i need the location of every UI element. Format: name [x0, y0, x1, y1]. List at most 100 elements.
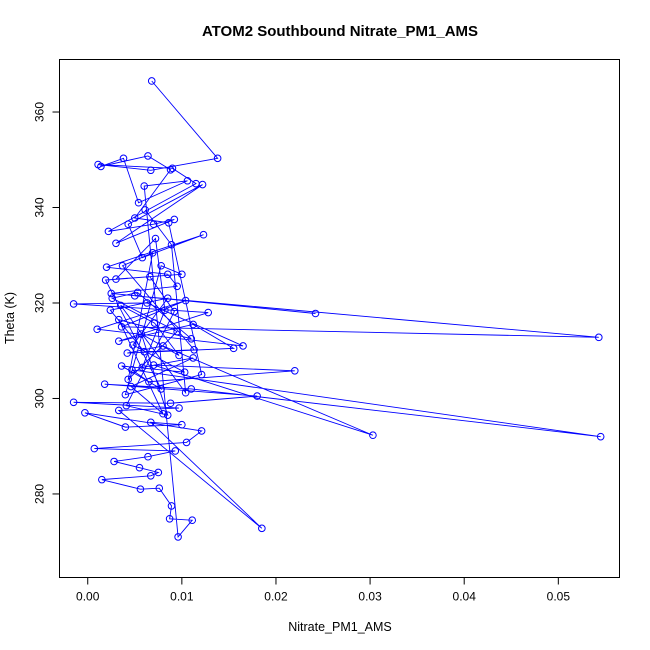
data-point — [174, 533, 182, 541]
data-point — [124, 375, 133, 384]
data-point — [102, 263, 111, 271]
data-point — [187, 385, 196, 393]
data-point — [167, 240, 176, 249]
data-point — [166, 399, 175, 408]
data-point — [118, 261, 127, 270]
x-axis: 0.00 0.01 0.02 0.03 0.04 0.05 — [76, 577, 571, 604]
data-point — [129, 341, 137, 349]
x-tick-label: 0.05 — [547, 590, 571, 604]
data-point — [189, 320, 197, 329]
data-point — [108, 294, 117, 303]
plot-frame — [59, 59, 620, 578]
data-point — [175, 351, 183, 360]
data-point — [107, 289, 116, 298]
data-point — [69, 300, 78, 308]
data-point — [183, 176, 192, 185]
data-point — [173, 327, 181, 336]
data-point — [145, 377, 153, 386]
data-point — [165, 514, 174, 523]
data-point — [116, 301, 125, 310]
data-point — [369, 431, 377, 440]
x-tick-label: 0.02 — [264, 590, 288, 604]
data-point — [181, 296, 190, 305]
data-point — [146, 272, 154, 281]
data-point — [93, 325, 101, 334]
data-point — [147, 77, 156, 85]
data-point — [596, 432, 605, 441]
data-point — [141, 206, 149, 214]
x-tick-label: 0.03 — [358, 590, 382, 604]
data-point — [594, 333, 603, 342]
data-point — [137, 330, 146, 338]
data-point — [112, 239, 120, 248]
data-point — [150, 319, 159, 327]
x-tick-label: 0.04 — [453, 590, 477, 604]
data-point — [114, 337, 123, 345]
y-axis: 280 300 320 340 360 — [33, 102, 60, 504]
data-point — [146, 472, 155, 480]
data-point — [122, 401, 131, 410]
data-point — [106, 306, 115, 314]
data-point — [311, 309, 320, 318]
data-point — [163, 411, 172, 419]
data-point — [149, 361, 158, 369]
data-point — [173, 282, 181, 291]
data-point — [121, 390, 130, 399]
data-point — [134, 198, 143, 207]
data-point — [138, 363, 147, 372]
data-point — [204, 308, 213, 317]
data-point — [290, 366, 299, 375]
data-point — [197, 427, 206, 435]
data-point — [128, 366, 136, 374]
data-point — [258, 524, 266, 533]
data-point — [110, 457, 118, 466]
data-point — [135, 463, 144, 472]
data-point — [171, 447, 180, 455]
data-point — [187, 334, 196, 343]
data-point — [157, 261, 165, 270]
data-point — [155, 484, 164, 493]
data-point — [180, 368, 189, 377]
data-point — [149, 220, 158, 229]
data-point — [90, 444, 99, 453]
data-point — [119, 154, 128, 163]
x-tick-label: 0.01 — [170, 590, 194, 604]
data-point — [100, 380, 109, 388]
data-point — [188, 516, 197, 525]
data-series — [69, 77, 605, 541]
data-point — [167, 502, 176, 510]
data-point — [161, 306, 169, 314]
data-point — [182, 438, 191, 447]
data-point — [198, 180, 207, 189]
data-point — [114, 315, 123, 324]
x-axis-label: Nitrate_PM1_AMS — [288, 620, 392, 634]
data-point — [181, 388, 190, 397]
data-point — [168, 164, 177, 173]
data-point — [127, 382, 135, 391]
x-tick-label: 0.00 — [76, 590, 100, 604]
data-point — [123, 349, 132, 357]
data-point — [69, 398, 78, 407]
data-point — [159, 409, 167, 418]
data-point — [133, 288, 142, 297]
data-point — [138, 253, 147, 262]
data-point — [140, 182, 149, 190]
data-point — [178, 270, 186, 279]
series-line — [73, 80, 601, 539]
data-point — [151, 234, 160, 243]
data-point — [159, 342, 167, 350]
data-point — [136, 485, 145, 493]
y-tick-label: 280 — [33, 484, 47, 504]
data-point — [163, 270, 172, 279]
data-point — [117, 362, 126, 370]
data-point — [170, 307, 179, 316]
data-point — [213, 154, 222, 163]
y-tick-label: 300 — [33, 388, 47, 408]
data-point — [148, 249, 157, 257]
data-point — [144, 452, 152, 461]
data-point — [98, 475, 106, 484]
data-point — [143, 299, 151, 307]
chart-title: ATOM2 Southbound Nitrate_PM1_AMS — [202, 23, 478, 40]
data-point — [97, 162, 105, 171]
